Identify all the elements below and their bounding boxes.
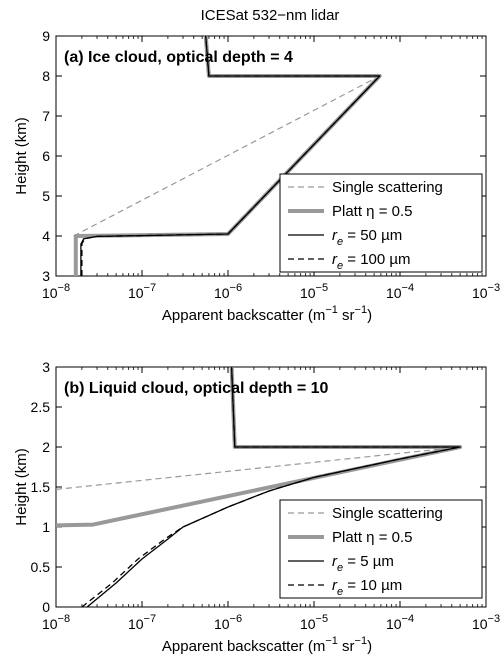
y-axis-label: Height (km) bbox=[13, 448, 30, 526]
y-tick-label: 5 bbox=[42, 188, 50, 204]
y-tick-label: 8 bbox=[42, 68, 50, 84]
legend-label: re = 10 µm bbox=[332, 577, 402, 598]
legend-label: Single scattering bbox=[332, 179, 443, 196]
x-axis-label: Apparent backscatter (m−1 sr−1) bbox=[162, 304, 372, 324]
x-tick-label: 10−4 bbox=[386, 282, 414, 301]
legend-label: re = 5 µm bbox=[332, 553, 394, 574]
x-tick-label: 10−3 bbox=[472, 613, 500, 632]
x-tick-label: 10−5 bbox=[300, 282, 328, 301]
panel-a-ice-cloud: 10−8 10−7 10−6 10−5 10−4 10−3 3 4 5 6 7 8 9 (a) Ice c… bbox=[13, 28, 500, 324]
x-tick-label: 10−6 bbox=[214, 613, 242, 632]
y-tick-label: 3 bbox=[42, 268, 50, 284]
y-tick-label: 7 bbox=[42, 108, 50, 124]
legend-label: re = 50 µm bbox=[332, 227, 402, 248]
y-tick-label: 9 bbox=[42, 28, 50, 44]
x-axis-label: Apparent backscatter (m−1 sr−1) bbox=[162, 635, 372, 655]
legend bbox=[279, 173, 483, 273]
series-line-3 bbox=[81, 367, 461, 607]
x-tick-label: 10−7 bbox=[128, 613, 156, 632]
panel-title: (a) Ice cloud, optical depth = 4 bbox=[64, 49, 293, 66]
y-tick-label: 3 bbox=[42, 359, 50, 375]
legend bbox=[279, 499, 483, 599]
y-tick-label: 6 bbox=[42, 148, 50, 164]
y-tick-label: 2 bbox=[42, 439, 50, 455]
y-axis-label: Height (km) bbox=[13, 117, 30, 195]
figure-title: ICESat 532−nm lidar bbox=[201, 7, 340, 24]
x-tick-label: 10−5 bbox=[300, 613, 328, 632]
series-line-3 bbox=[81, 36, 381, 276]
y-tick-label: 1 bbox=[42, 519, 50, 535]
x-tick-label: 10−4 bbox=[386, 613, 414, 632]
y-tick-label: 1.5 bbox=[31, 479, 51, 495]
x-tick-label: 10−7 bbox=[128, 282, 156, 301]
y-tick-label: 2.5 bbox=[31, 399, 51, 415]
x-tick-label: 10−6 bbox=[214, 282, 242, 301]
y-tick-label: 0.5 bbox=[31, 559, 51, 575]
legend-label: Platt η = 0.5 bbox=[332, 529, 412, 546]
panel-title: (b) Liquid cloud, optical depth = 10 bbox=[64, 380, 329, 397]
legend-label: Single scattering bbox=[332, 505, 443, 522]
y-tick-label: 0 bbox=[42, 599, 50, 615]
y-tick-label: 4 bbox=[42, 228, 50, 244]
legend-label: re = 100 µm bbox=[332, 251, 411, 272]
x-tick-label: 10−3 bbox=[472, 282, 500, 301]
x-tick-label: 10−8 bbox=[42, 282, 70, 301]
legend-label: Platt η = 0.5 bbox=[332, 203, 412, 220]
x-tick-label: 10−8 bbox=[42, 613, 70, 632]
panel-b-liquid-cloud: 10−8 10−7 10−6 10−5 10−4 10−3 0 0.5 1 1.5 2 2.5 3 (b)… bbox=[13, 359, 500, 655]
